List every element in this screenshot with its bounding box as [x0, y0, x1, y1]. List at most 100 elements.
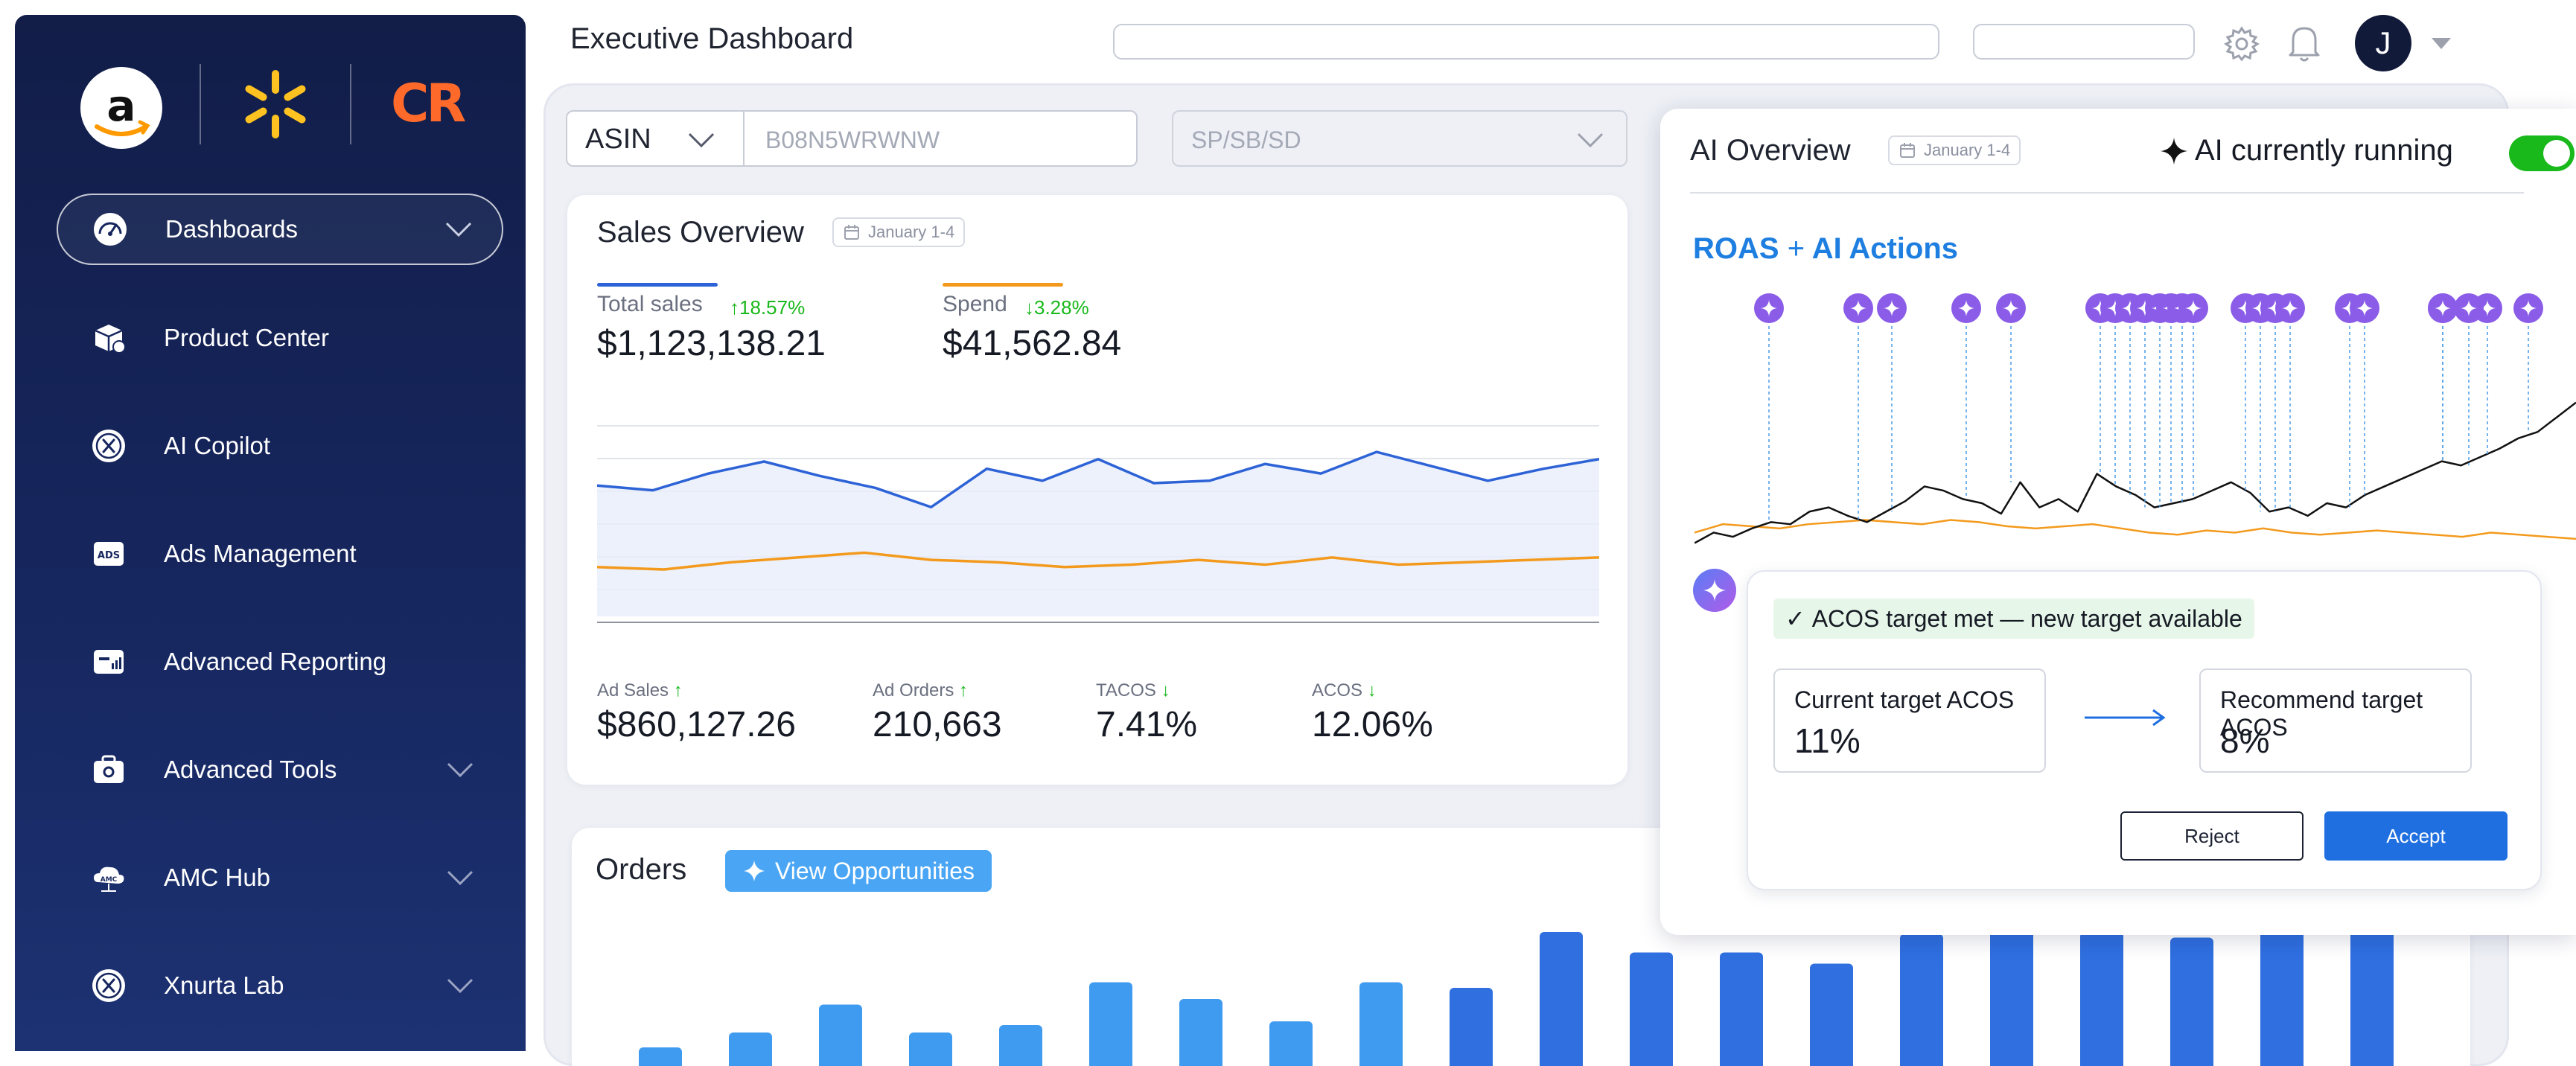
- baseline-series-line: [1695, 520, 2576, 539]
- sidebar-item-label: Dashboards: [165, 215, 298, 243]
- calendar-icon: [843, 223, 861, 241]
- chevron-down-icon[interactable]: [445, 869, 475, 887]
- total-sales-legend-line: [597, 283, 718, 287]
- caret-down-icon[interactable]: [2430, 36, 2452, 51]
- order-bar: [1990, 925, 2033, 1066]
- roas-ai-actions-chart: [1695, 290, 2576, 618]
- gear-icon[interactable]: [2223, 25, 2260, 63]
- toggle-knob: [2543, 140, 2570, 167]
- arrow-up-icon: ↑: [674, 680, 683, 700]
- sales-overview-card: Sales Overview January 1-4 Total sales ↑…: [567, 195, 1627, 785]
- amc-icon: AMC: [91, 860, 127, 896]
- date-chip[interactable]: January 1-4: [1888, 135, 2021, 165]
- sidebar-item-ai-copilot[interactable]: AI Copilot: [57, 410, 503, 482]
- tacos-label: TACOS ↓: [1096, 680, 1170, 701]
- sidebar-item-amc-hub[interactable]: AMC AMC Hub: [57, 842, 503, 913]
- brand-logo-row: a CR: [15, 60, 526, 149]
- total-sales-delta-value: 18.57%: [739, 296, 805, 319]
- roas-chart-title: ROAS + AI Actions: [1693, 232, 1958, 266]
- current-target-label: Current target ACOS: [1794, 686, 2014, 714]
- recommend-target-value: 8%: [2220, 721, 2269, 761]
- search-input[interactable]: [1113, 24, 1939, 60]
- toolbox-icon: [91, 752, 127, 788]
- order-bar: [1900, 934, 1943, 1066]
- chevron-down-icon[interactable]: [445, 761, 475, 779]
- walmart-logo[interactable]: [238, 67, 313, 141]
- calendar-icon: [1898, 141, 1916, 159]
- chevron-down-icon: [1575, 131, 1605, 149]
- ad-type-value: SP/SB/SD: [1191, 127, 1301, 154]
- ad-type-select[interactable]: SP/SB/SD: [1172, 110, 1627, 167]
- roas-title-b: AI Actions: [1812, 232, 1958, 265]
- arrow-down-icon: ↓: [1161, 680, 1170, 700]
- page-title: Executive Dashboard: [570, 22, 853, 56]
- asin-input[interactable]: B08N5WRWNW: [765, 127, 940, 154]
- copilot-icon: [91, 428, 127, 464]
- order-bar: [1810, 964, 1853, 1066]
- bell-icon[interactable]: [2286, 22, 2323, 64]
- cr-logo[interactable]: CR: [391, 73, 463, 134]
- sidebar-item-label: Product Center: [164, 324, 329, 352]
- sparkle-icon: [2159, 136, 2189, 166]
- roas-title-plus: +: [1788, 232, 1805, 265]
- order-bar: [1450, 988, 1493, 1066]
- order-bar: [2260, 931, 2304, 1066]
- chevron-down-icon: [686, 131, 716, 149]
- amazon-logo[interactable]: a: [80, 67, 162, 149]
- view-opportunities-label: View Opportunities: [775, 858, 975, 885]
- sidebar-item-label: AMC Hub: [164, 864, 270, 892]
- sidebar-item-dashboards[interactable]: Dashboards: [57, 194, 503, 265]
- sidebar-item-ads-management[interactable]: ADS Ads Management: [57, 518, 503, 590]
- ai-assistant-avatar: [1693, 569, 1736, 612]
- current-target-value: 11%: [1794, 721, 1861, 761]
- sidebar-item-advanced-tools[interactable]: Advanced Tools: [57, 734, 503, 805]
- chevron-down-icon[interactable]: [445, 977, 475, 995]
- sales-overview-title: Sales Overview: [597, 216, 804, 249]
- sidebar-item-xnurta-lab[interactable]: Xnurta Lab: [57, 950, 503, 1021]
- chevron-down-icon[interactable]: [444, 220, 474, 238]
- sidebar-item-advanced-reporting[interactable]: Advanced Reporting: [57, 626, 503, 698]
- check-icon: ✓: [1785, 604, 1812, 633]
- order-bar: [999, 1025, 1042, 1066]
- divider: [1690, 192, 2524, 194]
- asin-type-select[interactable]: ASIN: [567, 112, 745, 165]
- accept-button[interactable]: Accept: [2324, 811, 2508, 861]
- total-sales-area: [597, 452, 1599, 616]
- sidebar-item-label: Ads Management: [164, 540, 357, 568]
- svg-text:AMC: AMC: [101, 876, 118, 884]
- order-bar: [909, 1033, 952, 1066]
- order-bar: [1630, 953, 1673, 1066]
- sparkle-icon: [1693, 569, 1736, 612]
- ads-icon: ADS: [91, 536, 127, 572]
- sidebar: a CR Dashboards: [15, 15, 526, 1051]
- sidebar-item-label: Advanced Tools: [164, 756, 337, 784]
- reject-button[interactable]: Reject: [2120, 811, 2304, 861]
- view-opportunities-button[interactable]: View Opportunities: [725, 850, 992, 892]
- asin-type-label: ASIN: [585, 124, 651, 156]
- ad-sales-value: $860,127.26: [597, 704, 796, 745]
- ad-sales-label: Ad Sales ↑: [597, 680, 683, 701]
- acos-value: 12.06%: [1312, 704, 1433, 745]
- logo-divider: [350, 64, 351, 144]
- ad-orders-value: 210,663: [873, 704, 1002, 745]
- ai-running-toggle[interactable]: [2509, 135, 2575, 171]
- ad-orders-label-text: Ad Orders: [873, 680, 954, 700]
- logo-divider: [200, 64, 201, 144]
- acos-label-text: ACOS: [1312, 680, 1362, 700]
- avatar[interactable]: J: [2355, 15, 2411, 71]
- date-chip[interactable]: January 1-4: [832, 217, 965, 247]
- roas-title-a: ROAS: [1693, 232, 1779, 265]
- orders-title: Orders: [596, 853, 686, 887]
- order-bar: [1540, 932, 1583, 1066]
- order-bar: [729, 1033, 772, 1066]
- lab-icon: [91, 968, 127, 1003]
- header-select[interactable]: [1973, 24, 2195, 60]
- order-bar: [819, 1005, 862, 1066]
- date-chip-label: January 1-4: [1924, 141, 2010, 160]
- order-bar: [1720, 953, 1763, 1066]
- sparkle-icon: [742, 859, 766, 883]
- sidebar-item-product-center[interactable]: Product Center: [57, 302, 503, 374]
- spend-delta-value: 3.28%: [1034, 296, 1089, 319]
- acos-target-met-badge: ✓ ACOS target met — new target available: [1773, 599, 2254, 639]
- tacos-value: 7.41%: [1096, 704, 1197, 745]
